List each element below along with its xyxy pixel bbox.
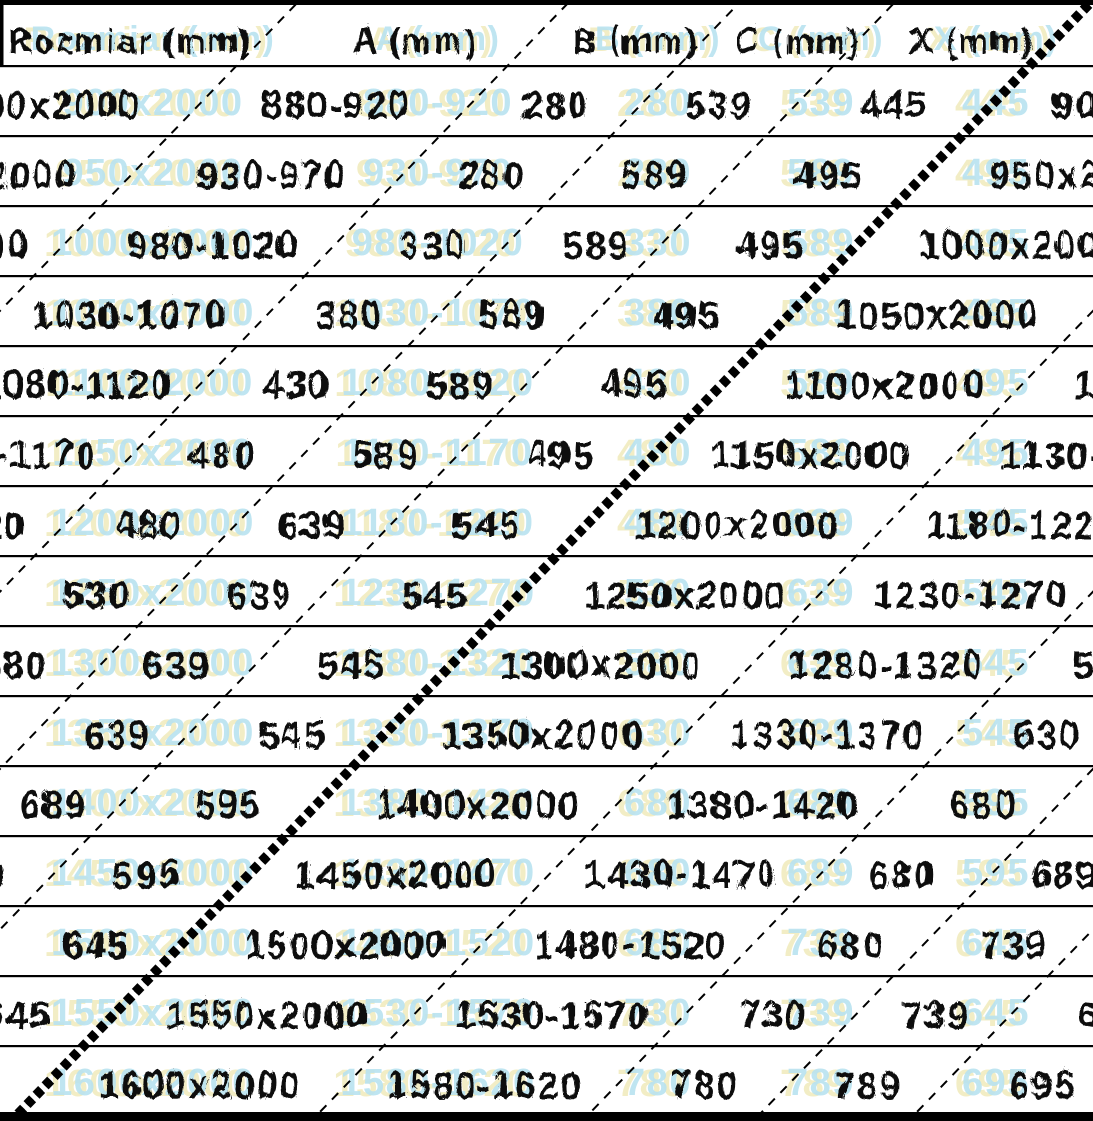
row-border (0, 975, 1093, 978)
row-border (0, 905, 1093, 908)
row-border (0, 625, 1093, 628)
column-border-diagonal (581, 590, 1093, 1121)
column-border-diagonal (0, 0, 898, 931)
row-border (0, 135, 1093, 138)
row-border (0, 555, 1093, 558)
row-border (0, 485, 1093, 488)
row-border (0, 695, 1093, 698)
row-border (0, 835, 1093, 838)
table-top-border (0, 0, 1093, 5)
row-border (0, 765, 1093, 768)
row-border (0, 65, 1093, 68)
column-border-diagonal (310, 309, 1093, 1121)
table-left-border (0, 0, 4, 67)
column-border-diagonal (0, 0, 743, 771)
column-border-diagonal (0, 0, 572, 594)
row-border (0, 415, 1093, 418)
table-bottom-border (0, 1112, 1093, 1121)
row-border (0, 1045, 1093, 1048)
row-border (0, 345, 1093, 348)
row-border (0, 275, 1093, 278)
column-border-diagonal (6, 0, 1093, 1121)
column-border-diagonal (907, 928, 1093, 1121)
row-border (0, 205, 1093, 208)
